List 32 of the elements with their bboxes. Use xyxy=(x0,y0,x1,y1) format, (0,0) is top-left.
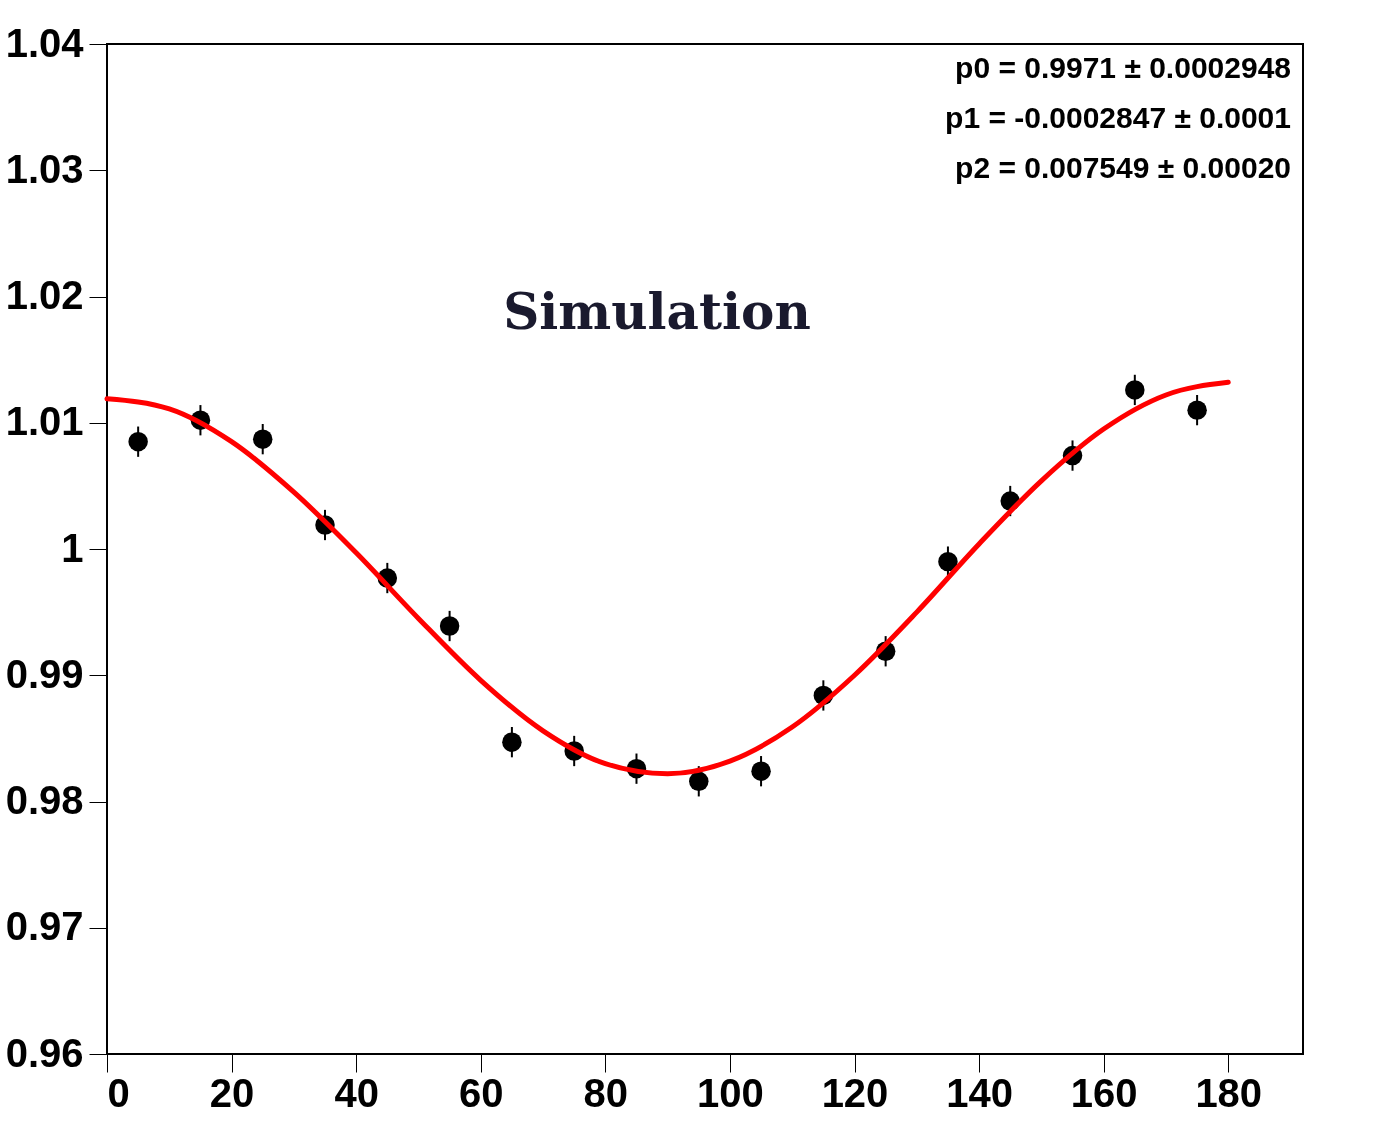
y-tick-label: 0.99 xyxy=(5,651,84,696)
annotation: p1 = -0.0002847 ± 0.0001 xyxy=(945,101,1291,134)
y-tick-label: 0.96 xyxy=(5,1030,84,1075)
point xyxy=(252,429,273,449)
x-tick-label: 140 xyxy=(946,1070,1013,1115)
annotation: p0 = 0.9971 ± 0.0002948 xyxy=(955,51,1291,84)
y-tick-label: 0.97 xyxy=(5,904,84,949)
point xyxy=(1125,380,1145,400)
y-tick-label: 1.01 xyxy=(5,399,84,444)
y-tick-label: 1.02 xyxy=(5,273,84,317)
x-tick-label: 180 xyxy=(1195,1070,1263,1115)
point xyxy=(938,551,958,572)
y-tick-label: 1.03 xyxy=(5,146,84,191)
x-tick-label: 100 xyxy=(697,1070,764,1115)
point xyxy=(502,732,522,752)
x-tick-label: 80 xyxy=(583,1070,629,1115)
x-tick-label: 20 xyxy=(209,1070,255,1115)
x-tick-label: 0 xyxy=(107,1070,130,1115)
point xyxy=(1187,400,1207,420)
y-tick-label: 0.98 xyxy=(5,778,84,822)
annotation: Simulation xyxy=(503,282,811,341)
x-tick-label: 160 xyxy=(1070,1070,1138,1115)
point xyxy=(128,431,148,452)
x-tick-label: 60 xyxy=(459,1070,504,1115)
point xyxy=(751,761,771,781)
x-tick-label: 40 xyxy=(334,1070,379,1115)
point xyxy=(689,771,709,792)
y-tick-label: 1 xyxy=(61,525,84,570)
x-tick-label: 120 xyxy=(821,1070,889,1115)
annotation: p2 = 0.007549 ± 0.00020 xyxy=(955,151,1291,184)
point xyxy=(439,616,460,636)
y-tick-label: 1.04 xyxy=(5,20,85,65)
